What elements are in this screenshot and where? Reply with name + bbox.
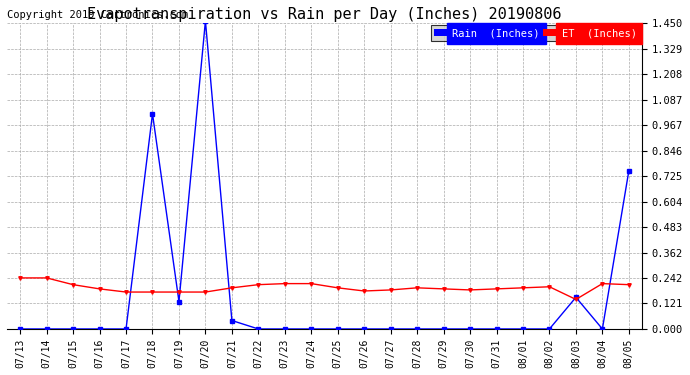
Title: Evapotranspiration vs Rain per Day (Inches) 20190806: Evapotranspiration vs Rain per Day (Inch…	[87, 7, 562, 22]
Text: Copyright 2019 Cartronics.com: Copyright 2019 Cartronics.com	[7, 10, 188, 20]
Legend: Rain  (Inches), ET  (Inches): Rain (Inches), ET (Inches)	[431, 25, 640, 42]
